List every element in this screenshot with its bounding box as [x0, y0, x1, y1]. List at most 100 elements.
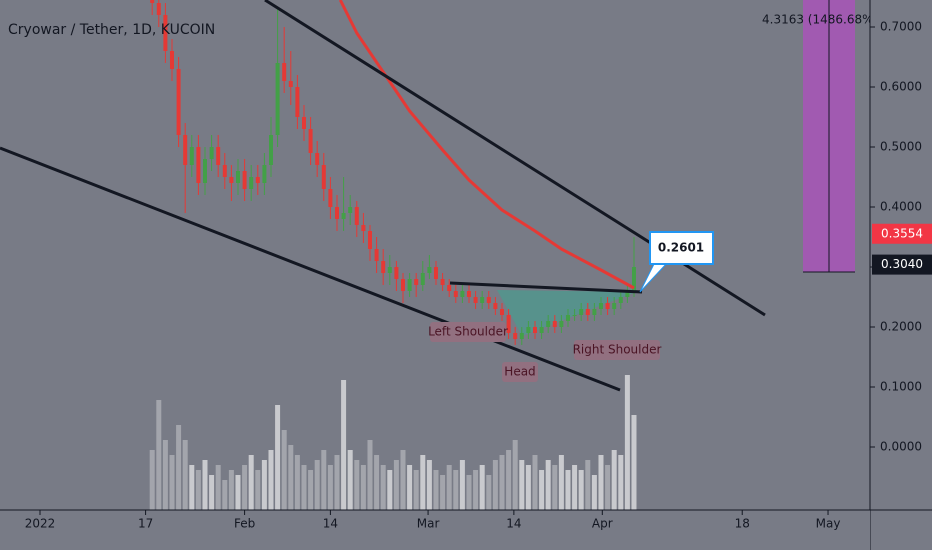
x-tick-label: 14: [506, 517, 521, 531]
candle-body: [506, 315, 511, 333]
candle-body: [598, 303, 603, 309]
candle-body: [374, 249, 379, 261]
volume-bar: [611, 450, 617, 510]
candle-body: [605, 303, 610, 309]
volume-bar: [466, 475, 472, 510]
candle-body: [532, 327, 537, 333]
volume-bar: [202, 460, 208, 510]
volume-bar: [420, 455, 426, 510]
price-label-box: [872, 223, 932, 244]
candle-body: [585, 309, 590, 315]
candle-body: [394, 267, 399, 279]
volume-bar: [479, 465, 485, 510]
annotation: Right Shoulder: [573, 343, 662, 357]
candle-body: [255, 177, 260, 183]
volume-bar: [248, 455, 254, 510]
candle-body: [513, 333, 518, 339]
candle-body: [282, 63, 287, 81]
y-tick-label: 0.4000: [880, 200, 922, 214]
callout-text: 0.2601: [658, 241, 704, 255]
moving-average: [338, 0, 635, 290]
candle-body: [466, 291, 471, 297]
candle-body: [427, 267, 432, 273]
candle-body: [308, 129, 313, 153]
x-tick-label: 17: [138, 517, 153, 531]
volume-bar: [407, 465, 413, 510]
volume-bar: [275, 405, 281, 510]
candle-body: [460, 291, 465, 297]
volume-bar: [162, 440, 168, 510]
volume-bar: [156, 400, 162, 510]
volume-bar: [367, 440, 373, 510]
volume-bar: [288, 445, 294, 510]
y-tick-label: 0.5000: [880, 140, 922, 154]
candle-body: [315, 153, 320, 165]
volume-bar: [631, 415, 637, 510]
candle-body: [216, 147, 221, 165]
volume-bar: [525, 465, 531, 510]
neckline: [449, 281, 643, 294]
volume-bar: [591, 475, 597, 510]
volume-bar: [327, 465, 333, 510]
candle-body: [367, 231, 372, 249]
x-tick-label: Apr: [592, 517, 613, 531]
candle-body: [275, 63, 280, 135]
price-label: 0.3040: [881, 257, 923, 271]
candle-body: [262, 165, 267, 183]
volume-bar: [453, 470, 459, 510]
volume-bar: [565, 470, 571, 510]
volume-bar: [301, 465, 307, 510]
candle-body: [493, 303, 498, 309]
volume-bar: [380, 465, 386, 510]
volume-bar: [360, 465, 366, 510]
volume-bar: [149, 450, 155, 510]
volume-bar: [255, 470, 261, 510]
candle-body: [169, 51, 174, 69]
candle-body: [473, 297, 478, 303]
volume-bar: [545, 460, 551, 510]
candle-body: [354, 207, 359, 225]
x-tick-label: 2022: [25, 517, 56, 531]
annotation-box: [502, 362, 538, 382]
candle-body: [387, 267, 392, 273]
candle-body: [242, 171, 247, 189]
volume-bar: [413, 470, 419, 510]
candle-body: [480, 297, 485, 303]
candle-body: [229, 177, 234, 183]
volume-bar: [598, 455, 604, 510]
candle-body: [189, 147, 194, 165]
candle-body: [361, 225, 366, 231]
volume-bar: [400, 450, 406, 510]
annotation: Head: [504, 365, 535, 379]
candle-body: [572, 315, 577, 316]
volume-bar: [512, 440, 518, 510]
x-tick-label: 18: [735, 517, 750, 531]
volume-bar: [618, 455, 624, 510]
candle-body: [321, 165, 326, 189]
volume-layer: [149, 375, 637, 510]
volume-bar: [347, 450, 353, 510]
x-tick-label: Feb: [234, 517, 255, 531]
volume-bar: [572, 465, 578, 510]
candle-body: [176, 69, 181, 135]
candle-body: [156, 3, 161, 15]
candle-body: [440, 279, 445, 285]
candle-body: [447, 285, 452, 291]
volume-bar: [169, 455, 175, 510]
x-tick-label: Mar: [417, 517, 440, 531]
candle-body: [150, 0, 155, 3]
volume-bar: [176, 425, 182, 510]
volume-bar: [446, 465, 452, 510]
candle-body: [196, 147, 201, 183]
volume-bar: [473, 470, 479, 510]
volume-bar: [341, 380, 347, 510]
price-label: 0.3554: [881, 226, 923, 240]
candle-body: [407, 279, 412, 291]
candle-body: [414, 279, 419, 285]
price-axis: [870, 0, 932, 550]
volume-bar: [215, 465, 221, 510]
candle-body: [612, 303, 617, 309]
volume-bar: [374, 455, 380, 510]
x-tick-label: May: [816, 517, 841, 531]
volume-bar: [189, 465, 195, 510]
